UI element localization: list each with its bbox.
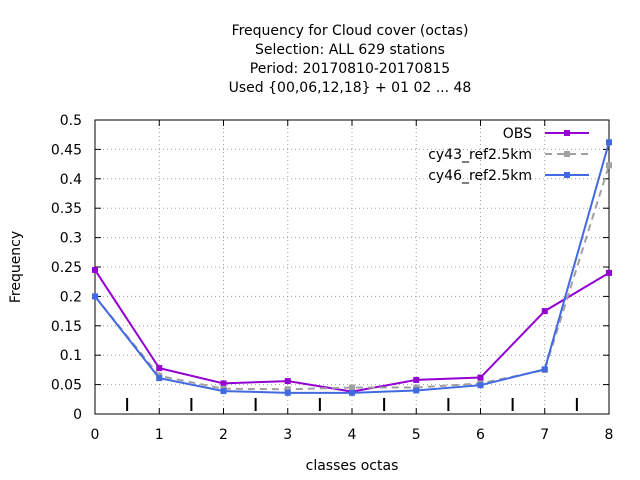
data-point	[156, 375, 163, 382]
data-point	[477, 374, 484, 381]
data-point	[220, 380, 227, 387]
data-point	[92, 266, 98, 273]
title-line: Selection: ALL 629 stations	[255, 42, 445, 58]
data-point	[349, 384, 355, 391]
data-point	[413, 376, 420, 383]
legend-label: OBS	[503, 126, 532, 142]
x-tick-label: 1	[155, 427, 164, 443]
data-point	[92, 293, 98, 300]
y-tick-label: 0.5	[60, 113, 82, 129]
data-point	[284, 389, 291, 396]
x-tick-label: 8	[605, 427, 614, 443]
x-axis-label: classes octas	[306, 458, 399, 474]
y-tick-label: 0.1	[60, 348, 82, 364]
x-tick-label: 5	[412, 427, 421, 443]
data-point	[541, 366, 548, 373]
y-tick-label: 0.2	[60, 289, 82, 305]
legend: OBS cy43_ref2.5km cy46_ref2.5km	[428, 126, 589, 184]
data-point	[284, 378, 291, 385]
y-tick-label: 0.35	[51, 201, 82, 217]
legend-swatch-marker	[564, 130, 570, 136]
legend-swatch-marker	[564, 172, 570, 178]
y-tick-label: 0.4	[60, 172, 82, 188]
title-line: Period: 20170810-20170815	[250, 61, 450, 77]
x-tick-label: 4	[348, 427, 357, 443]
x-tick-label: 2	[219, 427, 228, 443]
data-point	[477, 382, 484, 389]
x-tick-label: 3	[283, 427, 292, 443]
data-point	[606, 162, 612, 169]
minor-tick-marks	[126, 398, 578, 411]
legend-swatch-marker	[564, 151, 570, 157]
data-series	[92, 139, 612, 396]
title-line: Frequency for Cloud cover (octas)	[232, 23, 469, 39]
data-point	[606, 139, 612, 146]
series-cy46_ref2.5km	[92, 139, 612, 396]
data-point	[541, 308, 548, 315]
y-tick-label: 0.3	[60, 231, 82, 247]
data-point	[606, 269, 612, 276]
y-axis-ticks: 0 0.05 0.1 0.15 0.2 0.25 0.3 0.35 0.4 0.45 0.5	[51, 113, 609, 423]
y-tick-label: 0.15	[51, 319, 82, 335]
data-point	[156, 365, 163, 372]
legend-label: cy46_ref2.5km	[428, 168, 532, 184]
y-tick-label: 0.05	[51, 378, 82, 394]
x-axis-ticks: 0 1 2 3 4 5 6 7 8	[91, 120, 614, 443]
x-tick-label: 7	[540, 427, 549, 443]
title-line: Used {00,06,12,18} + 01 02 ... 48	[229, 80, 472, 96]
chart-title: Frequency for Cloud cover (octas) Selecti…	[229, 23, 472, 96]
y-tick-label: 0.25	[51, 260, 82, 276]
data-point	[349, 389, 355, 396]
x-tick-label: 6	[476, 427, 485, 443]
y-axis-label: Frequency	[8, 231, 24, 303]
data-point	[413, 387, 420, 394]
y-tick-label: 0.45	[51, 142, 82, 158]
x-tick-label: 0	[91, 427, 100, 443]
series-OBS	[92, 266, 612, 395]
data-point	[284, 386, 291, 393]
grid	[95, 120, 609, 414]
y-tick-label: 0	[73, 407, 82, 423]
legend-label: cy43_ref2.5km	[428, 147, 532, 163]
data-point	[220, 388, 227, 395]
